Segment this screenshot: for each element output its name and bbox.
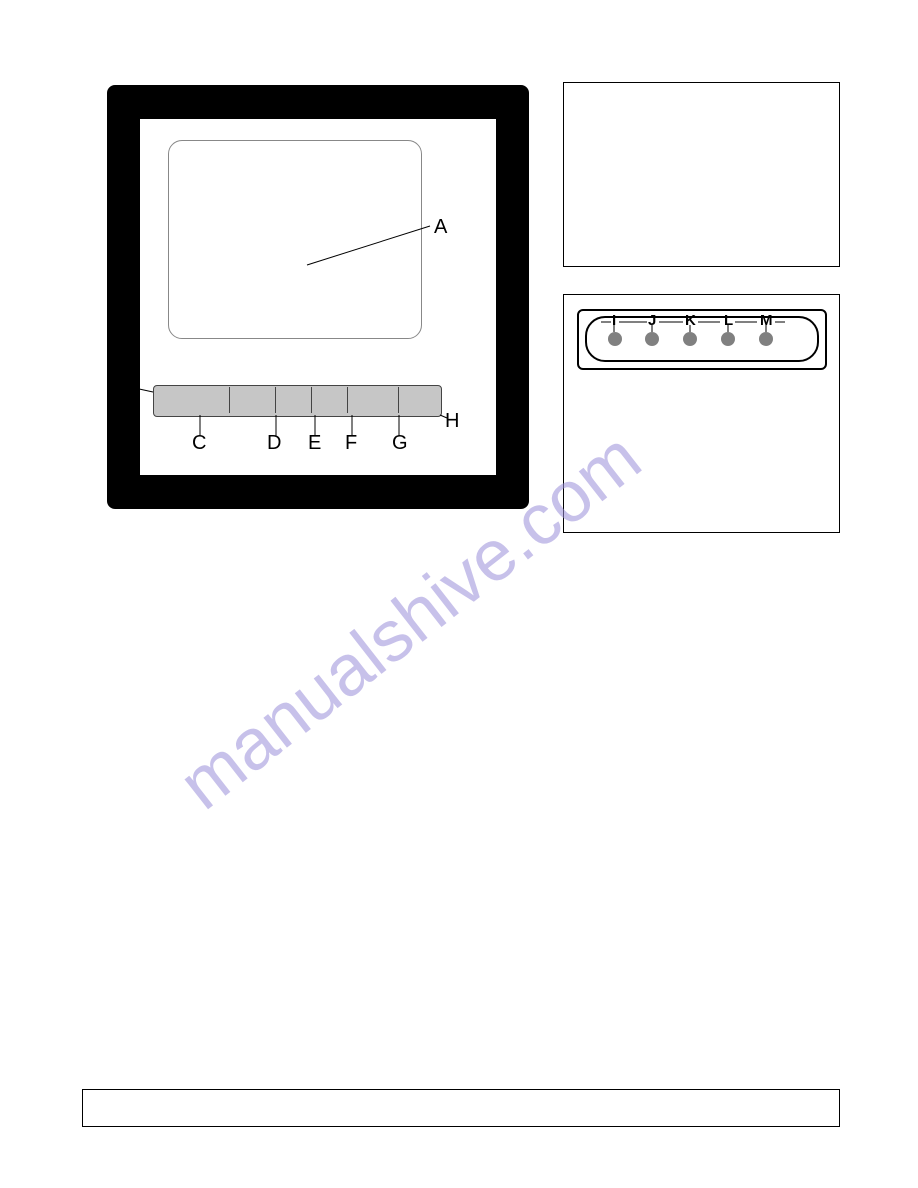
label-e: E (308, 432, 321, 455)
strip-divider (229, 387, 230, 413)
strip-divider (275, 387, 276, 413)
pin-label-m: M (760, 312, 773, 329)
connector-pin (645, 332, 659, 346)
pin-label-j: J (648, 312, 656, 329)
strip-divider (347, 387, 348, 413)
side-box-1 (563, 82, 840, 267)
connector-pin (683, 332, 697, 346)
label-a: A (434, 216, 447, 239)
bottom-bar (82, 1089, 840, 1127)
label-h: H (445, 410, 459, 433)
pin-label-i: I (612, 312, 616, 329)
device-screen (168, 140, 422, 339)
label-d: D (267, 432, 281, 455)
label-g: G (392, 432, 408, 455)
label-b: B (119, 376, 132, 399)
label-f: F (345, 432, 357, 455)
pin-label-k: K (685, 312, 696, 329)
connector-pin (721, 332, 735, 346)
strip-divider (311, 387, 312, 413)
pin-label-l: L (724, 312, 733, 329)
connector-pin (759, 332, 773, 346)
label-c: C (192, 432, 206, 455)
strip-divider (398, 387, 399, 413)
connector-pin (608, 332, 622, 346)
page: manualshive.com A B C D E F G H (0, 0, 918, 1188)
